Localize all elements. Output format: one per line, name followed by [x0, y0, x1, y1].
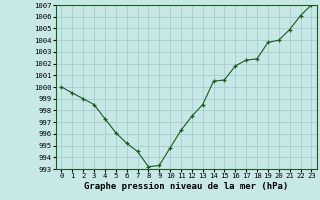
X-axis label: Graphe pression niveau de la mer (hPa): Graphe pression niveau de la mer (hPa) [84, 182, 289, 191]
